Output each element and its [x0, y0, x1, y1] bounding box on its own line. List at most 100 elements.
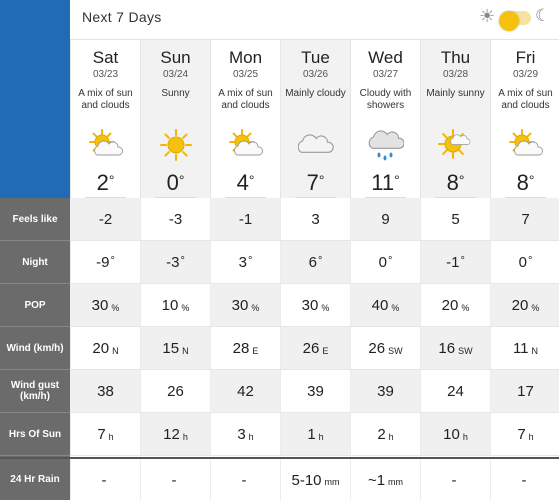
- cell-value: 26: [368, 340, 386, 357]
- night-cell: 0 °: [490, 241, 559, 284]
- feels-like-cell: 7: [490, 198, 559, 241]
- day-temperature: 2°: [96, 170, 115, 195]
- day-condition: A mix of sun and clouds: [78, 88, 133, 111]
- day-temperature: 8°: [446, 170, 465, 195]
- sun-cloud-icon: [508, 128, 544, 162]
- day-column-wed: Wed 03/27 Cloudy with showers 11°: [350, 40, 420, 198]
- wind-cell: 28 E: [210, 327, 280, 370]
- day-temperature: 8°: [516, 170, 535, 195]
- cell-unit: N: [531, 345, 539, 356]
- night-cell: -9 °: [70, 241, 140, 284]
- cell-unit: SW: [388, 345, 403, 356]
- cell-value: -2: [98, 211, 113, 228]
- moon-mode-icon: ☾: [535, 6, 551, 25]
- cell-value: 9: [381, 211, 390, 228]
- day-name: Wed: [368, 48, 403, 67]
- rain-cloud-icon: [368, 128, 405, 162]
- cell-unit: N: [182, 345, 189, 356]
- day-condition: A mix of sun and clouds: [218, 88, 273, 111]
- cell-value: 39: [307, 383, 324, 400]
- day-column-mon: Mon 03/25 A mix of sun and clouds 4°: [210, 40, 280, 198]
- night-cell: 6 °: [280, 241, 350, 284]
- day-night-toggle[interactable]: ☀ ☾: [479, 6, 551, 31]
- day-column-tue: Tue 03/26 Mainly cloudy 7°: [280, 40, 350, 198]
- day-column-sat: Sat 03/23 A mix of sun and clouds 2°: [70, 40, 140, 198]
- row-label-pop: POP: [0, 284, 70, 327]
- day-column-thu: Thu 03/28 Mainly sunny 8°: [420, 40, 490, 198]
- cell-value: 20: [441, 297, 459, 314]
- row-divider: [70, 240, 559, 241]
- row-label-wind: Wind (km/h): [0, 327, 70, 370]
- cell-unit: h: [528, 431, 534, 442]
- cell-value: -9: [96, 254, 110, 271]
- cell-unit: h: [388, 431, 394, 442]
- forecast-grid: -2 -3 -1 3 9 5 7 -9 ° -3 ° 3 ° 6 ° 0 ° -1 ° 0 ° 30% 10% 30% 30% 4…: [70, 198, 559, 500]
- wind-cell: 20 N: [70, 327, 140, 370]
- cell-unit: %: [391, 302, 400, 313]
- toggle-track[interactable]: [499, 11, 531, 31]
- pop-cell: 30%: [280, 284, 350, 327]
- wind-gust-cell: 39: [350, 370, 420, 413]
- row-label-wind-gust: Wind gust (km/h): [0, 370, 70, 413]
- row-divider: [70, 412, 559, 413]
- row-label-column: Feels like Night POP Wind (km/h) Wind gust (…: [0, 198, 70, 500]
- feels-like-cell: -1: [210, 198, 280, 241]
- toggle-knob[interactable]: [499, 11, 519, 31]
- cell-value: 0: [518, 254, 527, 271]
- degree-sign: °: [317, 254, 323, 267]
- cell-value: 5: [451, 211, 460, 228]
- temp-underline: [365, 197, 406, 198]
- row-label-rain: 24 Hr Rain: [0, 458, 70, 500]
- sun-icon: [158, 128, 194, 162]
- day-date: 03/27: [372, 69, 399, 80]
- degree-sign: °: [527, 254, 533, 267]
- day-column-fri: Fri 03/29 A mix of sun and clouds 8°: [490, 40, 559, 198]
- day-condition: Mainly sunny: [426, 88, 485, 99]
- degree-sign: °: [110, 254, 115, 267]
- cell-value: -: [451, 471, 457, 489]
- row-label-feels-like: Feels like: [0, 198, 70, 241]
- cell-value: -3: [168, 211, 183, 228]
- page-title: Next 7 Days: [82, 9, 162, 25]
- day-date: 03/24: [162, 69, 189, 80]
- cell-value: 2: [377, 426, 386, 443]
- cell-value: -: [241, 471, 247, 489]
- cell-value: 7: [517, 426, 526, 443]
- temp-underline: [225, 197, 266, 198]
- sun-small-cloud-icon: [438, 128, 474, 162]
- cell-value: 3: [311, 211, 320, 228]
- row-label-night: Night: [0, 241, 70, 284]
- cell-value: 12: [163, 426, 180, 443]
- rain-cell: -: [140, 458, 210, 500]
- wind-gust-cell: 38: [70, 370, 140, 413]
- sun-cloud-icon: [228, 128, 264, 162]
- degree-sign: °: [387, 254, 393, 267]
- feels-like-cell: 5: [420, 198, 490, 241]
- day-date: 03/29: [512, 69, 539, 80]
- cell-value: 7: [97, 426, 106, 443]
- cell-value: ~1: [367, 471, 386, 489]
- cell-value: 15: [162, 340, 180, 357]
- rain-cell: -: [420, 458, 490, 500]
- row-divider: [70, 326, 559, 327]
- day-condition: A mix of sun and clouds: [498, 88, 553, 111]
- row-divider: [70, 369, 559, 370]
- pop-cell: 40%: [350, 284, 420, 327]
- cell-value: -: [101, 471, 107, 489]
- cell-value: 42: [237, 383, 254, 400]
- wind-gust-cell: 39: [280, 370, 350, 413]
- temp-underline: [155, 197, 196, 198]
- cell-unit: %: [321, 302, 330, 313]
- day-temperature: 7°: [306, 170, 325, 195]
- forecast-header: Next 7 Days ☀ ☾: [70, 0, 559, 40]
- day-name: Sat: [92, 48, 119, 67]
- rain-cell: 5-10 mm: [280, 458, 350, 500]
- pop-cell: 30%: [70, 284, 140, 327]
- rain-cell: ~1 mm: [350, 458, 420, 500]
- pop-cell: 30%: [210, 284, 280, 327]
- cell-value: 30: [231, 297, 249, 314]
- cell-unit: h: [182, 431, 188, 442]
